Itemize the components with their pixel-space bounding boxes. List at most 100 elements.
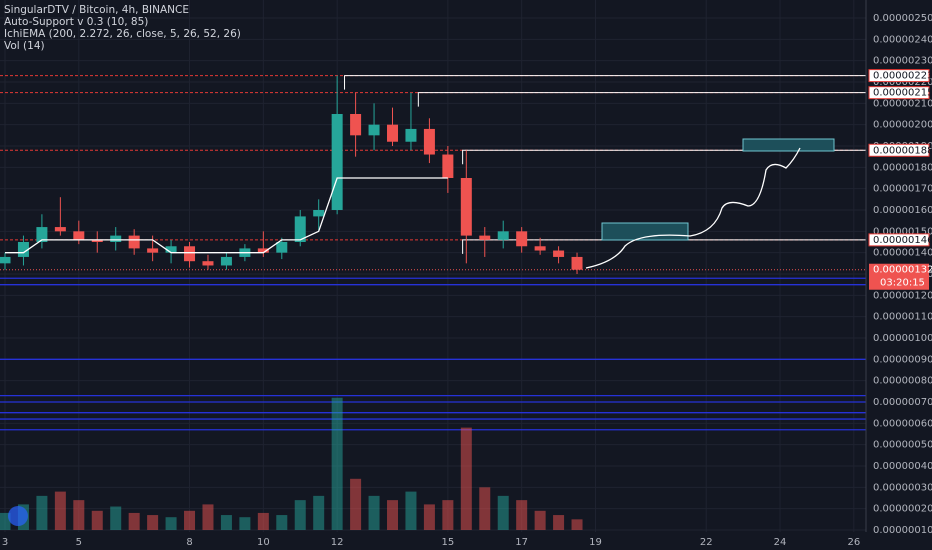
level-tag — [868, 233, 930, 247]
x-tick-label: 5 — [76, 537, 82, 548]
y-tick-label: 0.00000090 — [873, 354, 932, 365]
volume-bar — [110, 506, 122, 530]
volume-bar — [313, 495, 325, 530]
candle-body — [54, 227, 66, 232]
candle-body — [423, 128, 435, 155]
candle-body — [368, 124, 380, 136]
level-label: 0.00000215 — [873, 88, 932, 99]
candle-body — [405, 128, 417, 142]
y-tick-label: 0.00000050 — [873, 440, 932, 451]
volume-bar — [0, 512, 11, 530]
y-tick-label: 0.00000160 — [873, 205, 932, 216]
candle-body — [165, 246, 177, 253]
projection-path — [585, 147, 801, 269]
x-tick-label: 19 — [589, 537, 602, 548]
y-tick-label: 0.00000020 — [873, 504, 932, 515]
y-tick-label: 0.00000150 — [873, 226, 932, 237]
level-label: 0.00000146 — [873, 235, 932, 246]
last-price-label: 0.00000132 — [873, 265, 932, 276]
volume-bar — [442, 500, 454, 530]
volume-bar — [73, 500, 85, 530]
volume-bar — [387, 500, 399, 530]
header-title: SingularDTV / Bitcoin, 4h, BINANCE — [4, 4, 189, 16]
level-tag — [868, 143, 930, 157]
volume-bar — [36, 495, 48, 530]
volume-bar — [571, 519, 583, 530]
level-label: 0.00000223 — [873, 71, 932, 82]
candle-body — [110, 235, 122, 242]
volume-bar — [460, 427, 472, 530]
volume-bar — [534, 510, 546, 530]
candles — [0, 75, 583, 274]
x-tick-label: 12 — [331, 537, 344, 548]
level-tag — [868, 69, 930, 83]
level-ray — [417, 92, 866, 107]
candle-body — [91, 239, 103, 242]
candle-body — [497, 231, 509, 240]
volume-bar — [331, 397, 343, 530]
candle-body — [442, 154, 454, 178]
candle-body — [184, 246, 196, 262]
y-tick-label: 0.00000140 — [873, 248, 932, 259]
candle-body — [220, 256, 232, 266]
candle-body — [460, 178, 472, 236]
y-tick-label: 0.00000210 — [873, 98, 932, 109]
countdown: 03:20:15 — [880, 278, 925, 289]
y-tick-label: 0.00000200 — [873, 120, 932, 131]
volume-bar — [165, 517, 177, 530]
volume-bar — [423, 504, 435, 530]
y-tick-label: 0.00000240 — [873, 34, 932, 45]
y-tick-label: 0.00000220 — [873, 77, 932, 88]
x-tick-label: 17 — [515, 537, 528, 548]
volume-bar — [184, 510, 196, 530]
volume-bar — [147, 515, 159, 530]
y-tick-label: 0.00000010 — [873, 525, 932, 536]
candle-body — [73, 231, 85, 240]
volume-bar — [239, 517, 251, 530]
candle-body — [17, 242, 29, 257]
y-tick-label: 0.00000040 — [873, 461, 932, 472]
volume-bar — [294, 500, 306, 530]
axis: 0.00000010 0.00000020 0.00000030 0.00000040… — [2, 13, 932, 548]
candle-body — [553, 250, 565, 257]
volume-bar — [553, 515, 565, 530]
volume-bar — [128, 512, 140, 530]
y-tick-label: 0.00000250 — [873, 13, 932, 24]
x-tick-label: 8 — [186, 537, 192, 548]
volume-bar — [91, 510, 103, 530]
candle-body — [387, 124, 399, 142]
volume-bar — [405, 491, 417, 530]
level-ray — [344, 75, 866, 90]
level-ray — [462, 239, 866, 254]
candle-body — [516, 231, 528, 247]
y-tick-label: 0.00000060 — [873, 418, 932, 429]
indicator: Auto-Support v 0.3 (10, 85) — [4, 16, 148, 28]
y-tick-label: 0.00000100 — [873, 333, 932, 344]
candle-body — [128, 235, 140, 249]
y-tick-label: 0.00000170 — [873, 184, 932, 195]
candle-body — [571, 256, 583, 270]
y-tick-label: 0.00000030 — [873, 482, 932, 493]
volume-bar — [202, 504, 214, 530]
x-tick-label: 22 — [700, 537, 713, 548]
candle-body — [479, 235, 491, 240]
y-tick-label: 0.00000180 — [873, 162, 932, 173]
x-tick-label: 24 — [774, 537, 787, 548]
y-tick-label: 0.00000110 — [873, 312, 932, 323]
x-tick-label: 3 — [2, 537, 8, 548]
volume — [0, 397, 583, 530]
volume-bar — [479, 487, 491, 530]
projection — [585, 138, 835, 269]
volume-bar — [350, 478, 362, 530]
x-tick-label: 15 — [441, 537, 454, 548]
volume-bar — [220, 515, 232, 530]
level-tag — [868, 86, 930, 100]
volume-bar — [368, 495, 380, 530]
volume-bar — [54, 491, 66, 530]
volume-bar — [516, 500, 528, 530]
logo — [8, 506, 28, 526]
indicator: IchiEMA (200, 2.272, 26, close, 5, 26, 5… — [4, 28, 241, 40]
candle-body — [294, 216, 306, 242]
volume-bar — [276, 515, 288, 530]
level-label: 0.00000188 — [873, 145, 932, 156]
